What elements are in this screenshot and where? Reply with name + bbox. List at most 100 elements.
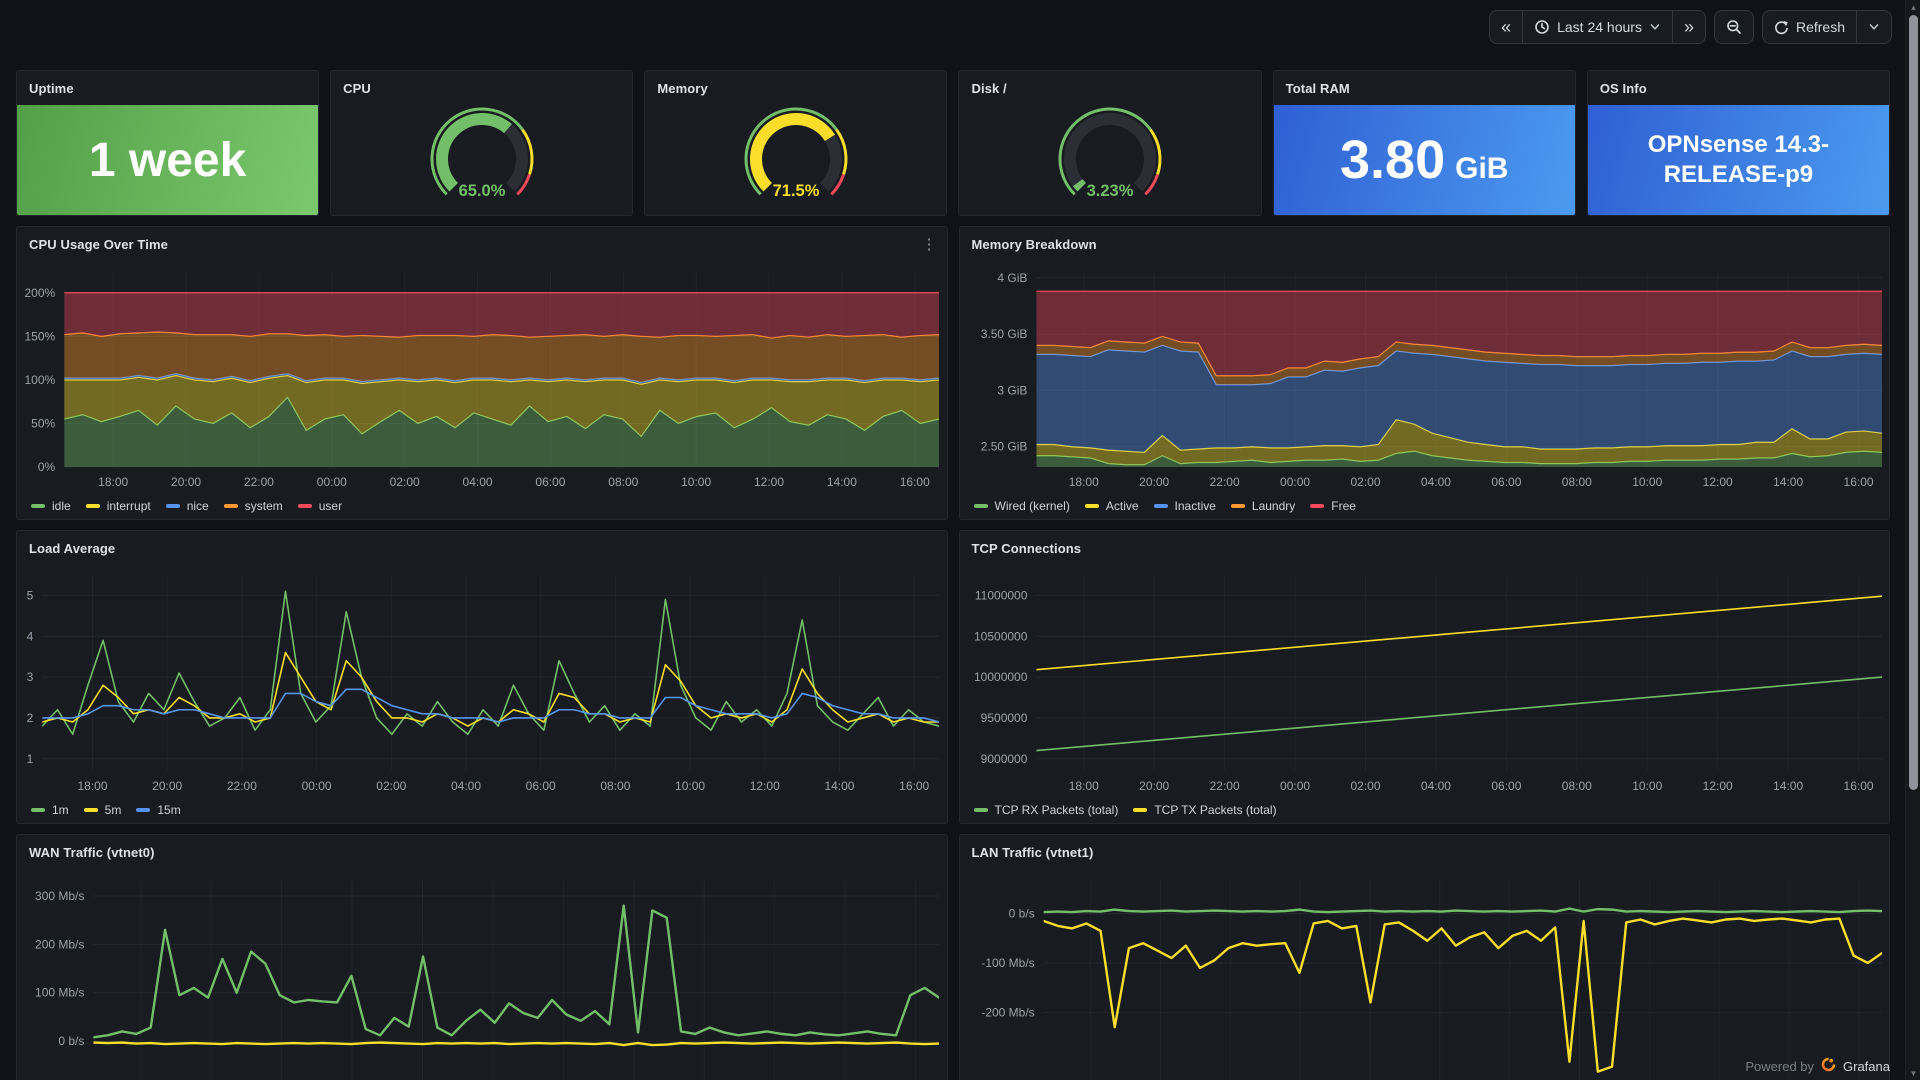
- legend-label: Laundry: [1252, 499, 1295, 513]
- memory-breakdown-chart[interactable]: 2.50 GiB3 GiB3.50 GiB4 GiB18:0020:0022:0…: [960, 261, 1890, 493]
- ram-value-box: 3.80 GiB: [1274, 105, 1575, 215]
- scrollbar-thumb[interactable]: [1909, 15, 1918, 790]
- legend-item-user[interactable]: user: [298, 499, 342, 513]
- panel-title: Memory Breakdown: [960, 227, 1890, 261]
- svg-text:-100 Mb/s: -100 Mb/s: [981, 956, 1034, 970]
- legend-item-wired-kernel-[interactable]: Wired (kernel): [974, 499, 1070, 513]
- legend-swatch: [136, 808, 150, 812]
- memory-gauge: 71.5%: [645, 105, 946, 215]
- panel-title: WAN Traffic (vtnet0): [17, 835, 947, 869]
- legend-item-nice[interactable]: nice: [166, 499, 209, 513]
- svg-text:100%: 100%: [24, 373, 55, 387]
- svg-text:00:00: 00:00: [1280, 779, 1310, 793]
- legend-item-5m[interactable]: 5m: [84, 803, 122, 817]
- clock-icon: [1534, 19, 1550, 35]
- zoom-out-time-button[interactable]: [1715, 11, 1753, 43]
- svg-text:9500000: 9500000: [980, 711, 1027, 725]
- time-range-picker-button[interactable]: Last 24 hours: [1522, 11, 1672, 43]
- scrollbar-up-icon[interactable]: ▲: [1906, 0, 1920, 14]
- svg-text:16:00: 16:00: [899, 779, 929, 793]
- svg-text:12:00: 12:00: [750, 779, 780, 793]
- os-info-value: OPNsense 14.3-RELEASE-p9: [1588, 130, 1889, 190]
- stats-row: Uptime 1 week CPU 65.0% Memory 71.5% Dis…: [16, 70, 1890, 216]
- svg-text:02:00: 02:00: [390, 475, 420, 489]
- scrollbar[interactable]: ▲ ▼: [1905, 0, 1920, 1080]
- panel-tcp-connections: TCP Connections 900000095000001000000010…: [959, 530, 1891, 824]
- panel-disk-gauge: Disk / 3.23%: [958, 70, 1261, 216]
- legend-item-free[interactable]: Free: [1310, 499, 1356, 513]
- os-info-box: OPNsense 14.3-RELEASE-p9: [1588, 105, 1889, 215]
- legend-label: interrupt: [107, 499, 151, 513]
- svg-text:22:00: 22:00: [227, 779, 257, 793]
- load-average-chart[interactable]: 1234518:0020:0022:0000:0002:0004:0006:00…: [17, 565, 947, 797]
- panel-menu-icon[interactable]: ⋮: [922, 235, 937, 253]
- svg-text:12:00: 12:00: [754, 475, 784, 489]
- tcp-connections-chart[interactable]: 9000000950000010000000105000001100000018…: [960, 565, 1890, 797]
- svg-text:10:00: 10:00: [1632, 475, 1662, 489]
- panel-cpu-gauge: CPU 65.0%: [330, 70, 633, 216]
- legend-item-system[interactable]: system: [224, 499, 283, 513]
- svg-text:02:00: 02:00: [1350, 475, 1380, 489]
- svg-text:22:00: 22:00: [1209, 779, 1239, 793]
- panel-title: Memory: [645, 71, 946, 105]
- wan-traffic-chart[interactable]: 0 b/s100 Mb/s200 Mb/s300 Mb/s: [17, 869, 947, 1080]
- legend-label: TCP TX Packets (total): [1154, 803, 1276, 817]
- svg-text:10:00: 10:00: [681, 475, 711, 489]
- lan-traffic-chart[interactable]: -200 Mb/s-100 Mb/s0 b/s: [960, 869, 1890, 1080]
- disk-gauge: 3.23%: [959, 105, 1260, 215]
- legend-item-15m[interactable]: 15m: [136, 803, 180, 817]
- legend-item-tcp-rx-packets-total-[interactable]: TCP RX Packets (total): [974, 803, 1119, 817]
- legend-item-idle[interactable]: idle: [31, 499, 71, 513]
- svg-text:00:00: 00:00: [302, 779, 332, 793]
- legend-swatch: [1310, 504, 1324, 508]
- svg-text:71.5%: 71.5%: [773, 182, 820, 200]
- svg-text:12:00: 12:00: [1702, 779, 1732, 793]
- legend-item-interrupt[interactable]: interrupt: [86, 499, 151, 513]
- legend-item-1m[interactable]: 1m: [31, 803, 69, 817]
- cpu-usage-chart[interactable]: 0%50%100%150%200%18:0020:0022:0000:0002:…: [17, 261, 947, 493]
- legend-label: 5m: [105, 803, 122, 817]
- svg-text:150%: 150%: [24, 329, 55, 343]
- chevrons-right-icon: »: [1684, 18, 1694, 36]
- time-shift-back-button[interactable]: «: [1490, 11, 1522, 43]
- scrollbar-down-icon[interactable]: ▼: [1906, 1066, 1920, 1080]
- legend-item-tcp-tx-packets-total-[interactable]: TCP TX Packets (total): [1133, 803, 1276, 817]
- legend-label: Free: [1331, 499, 1356, 513]
- legend-label: TCP RX Packets (total): [995, 803, 1119, 817]
- legend-label: Inactive: [1175, 499, 1216, 513]
- refresh-button[interactable]: Refresh: [1763, 11, 1856, 43]
- legend-swatch: [298, 504, 312, 508]
- svg-text:06:00: 06:00: [535, 475, 565, 489]
- svg-text:11000000: 11000000: [974, 588, 1027, 602]
- panel-load-average: Load Average 1234518:0020:0022:0000:0002…: [16, 530, 948, 824]
- svg-text:3: 3: [27, 670, 34, 684]
- svg-text:02:00: 02:00: [376, 779, 406, 793]
- refresh-interval-dropdown[interactable]: [1856, 11, 1891, 43]
- cpu-usage-legend: idle interrupt nice system user: [17, 493, 947, 519]
- svg-text:5: 5: [27, 588, 34, 602]
- legend-item-laundry[interactable]: Laundry: [1231, 499, 1295, 513]
- svg-text:1: 1: [27, 752, 34, 766]
- svg-text:18:00: 18:00: [98, 475, 128, 489]
- zoom-out-icon: [1726, 19, 1742, 35]
- grafana-logo-icon: [1820, 1056, 1837, 1076]
- svg-text:08:00: 08:00: [1561, 475, 1591, 489]
- legend-swatch: [31, 808, 45, 812]
- svg-text:10:00: 10:00: [675, 779, 705, 793]
- panel-total-ram: Total RAM 3.80 GiB: [1273, 70, 1576, 216]
- grafana-brand-label: Grafana: [1843, 1059, 1890, 1074]
- powered-by-label: Powered by: [1745, 1059, 1814, 1074]
- panel-uptime: Uptime 1 week: [16, 70, 319, 216]
- svg-text:10000000: 10000000: [974, 670, 1028, 684]
- time-shift-forward-button[interactable]: »: [1672, 11, 1705, 43]
- panel-title: Disk /: [959, 71, 1260, 105]
- legend-label: nice: [187, 499, 209, 513]
- svg-text:9000000: 9000000: [980, 752, 1027, 766]
- load-average-legend: 1m 5m 15m: [17, 797, 947, 823]
- svg-text:16:00: 16:00: [900, 475, 930, 489]
- legend-label: 1m: [52, 803, 69, 817]
- svg-text:65.0%: 65.0%: [458, 182, 505, 200]
- legend-item-active[interactable]: Active: [1085, 499, 1139, 513]
- time-range-label: Last 24 hours: [1557, 19, 1642, 35]
- legend-item-inactive[interactable]: Inactive: [1154, 499, 1216, 513]
